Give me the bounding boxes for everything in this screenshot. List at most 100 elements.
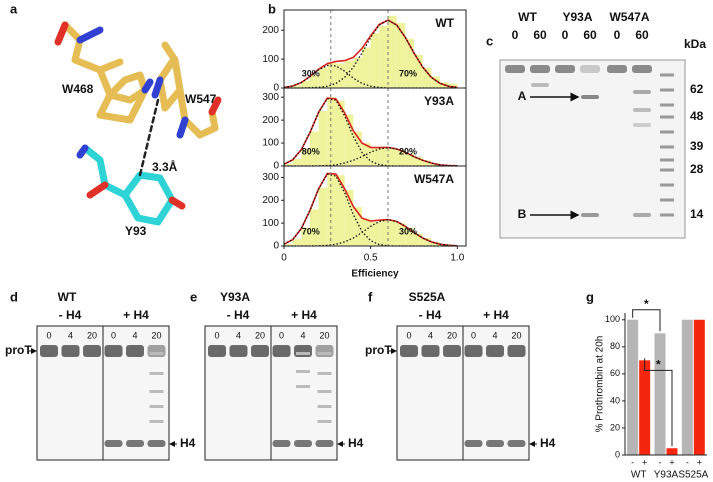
time-label: 0 (562, 28, 569, 42)
time-label: 0 (111, 330, 116, 340)
histogram-bar (284, 163, 293, 166)
histogram-bar (379, 25, 388, 88)
histogram-bar (301, 227, 310, 246)
time-label: 0 (46, 330, 51, 340)
gel-band (317, 372, 332, 375)
time-label: 0 (614, 28, 621, 42)
histogram-bar (422, 238, 432, 246)
gel-band (317, 420, 332, 423)
marker-label: 62 (690, 82, 704, 96)
ladder-band (660, 115, 674, 119)
time-label: 0 (214, 330, 219, 340)
gel (499, 59, 686, 239)
ladder-band (660, 73, 674, 77)
panel-label: f (368, 289, 373, 304)
x-tick-label: 1.0 (450, 253, 464, 264)
gel-band (147, 345, 166, 357)
time-label: 4 (236, 330, 241, 340)
gel-band (296, 352, 310, 355)
histogram-bar (353, 57, 362, 88)
gel-band (581, 95, 599, 99)
gel-band (607, 65, 627, 73)
gel-band (315, 440, 334, 447)
time-label: 20 (511, 330, 521, 340)
gel-title: WT (58, 290, 77, 304)
lane-label: WT (518, 10, 537, 24)
histogram-bar (388, 220, 397, 246)
histogram-bar (396, 23, 406, 88)
gel-band (149, 352, 164, 355)
time-label: 0 (406, 330, 411, 340)
histogram-bar (336, 175, 345, 246)
group-label: + H4 (291, 308, 317, 322)
x-tick-label: WT (631, 470, 647, 481)
y-axis-label: % Prothrombin at 20h (595, 336, 606, 433)
histogram-bar (414, 156, 423, 166)
gel-band (126, 440, 144, 447)
histogram-bar (327, 97, 336, 166)
gel-band (294, 440, 312, 447)
gel-band (149, 372, 164, 375)
gel-band (421, 345, 440, 357)
percent-label: 70% (399, 68, 417, 78)
gel-band (507, 440, 526, 447)
gel-band (633, 108, 651, 112)
histogram-bar (310, 209, 319, 246)
gel-title: Y93A (220, 290, 250, 304)
time-label: 20 (447, 330, 457, 340)
histogram-bar (353, 207, 362, 246)
marker-label: 39 (690, 139, 704, 153)
ladder-band (660, 183, 674, 187)
time-label: 4 (492, 330, 497, 340)
gel-band (296, 385, 310, 388)
histogram-bar (370, 147, 380, 166)
gel-band (208, 345, 226, 357)
subplot-title: WT (435, 16, 454, 30)
percent-label: 70% (302, 226, 320, 236)
gel-band (505, 65, 525, 73)
histogram-bar (344, 114, 354, 166)
histogram-bar (284, 244, 293, 246)
axis (624, 313, 707, 456)
histogram-bar (318, 67, 328, 88)
band-label: B (518, 207, 527, 221)
x-axis-label: Efficiency (351, 269, 399, 280)
subcategory-label: - (686, 457, 689, 467)
bar (654, 333, 666, 455)
y-tick-label: 100 (605, 314, 620, 324)
time-label: 60 (533, 28, 547, 42)
y-tick-label: 0 (273, 241, 279, 252)
gel-title: S525A (409, 290, 446, 304)
ladder-band (660, 168, 674, 172)
plot-frame (283, 165, 467, 247)
unit-label: kDa (684, 37, 706, 51)
x-tick-label: 0 (281, 253, 287, 264)
histogram-bar (292, 85, 302, 88)
histogram-bar (301, 80, 310, 88)
histogram-bar (379, 146, 388, 166)
group-label: - H4 (419, 308, 442, 322)
lane-label: W547A (609, 10, 649, 24)
gel-band (632, 65, 652, 73)
panel-label: c (486, 33, 493, 48)
time-label: 60 (583, 28, 597, 42)
fit-curve (283, 97, 458, 167)
gel-band (294, 345, 312, 357)
fit-curve (283, 172, 458, 247)
lane-label: Y93A (562, 10, 592, 24)
gel-band (315, 345, 334, 357)
histogram-bar (405, 153, 414, 166)
y-tick-label: 80 (610, 341, 620, 351)
bar (627, 319, 639, 455)
panel-label: g (586, 289, 594, 304)
histogram-bar (336, 63, 345, 88)
histogram-bar (344, 190, 354, 246)
y-tick-label: 0 (273, 83, 279, 94)
group-label: - H4 (227, 308, 250, 322)
gel-band (296, 370, 310, 373)
band-name: proT (365, 343, 392, 357)
time-label: 60 (635, 28, 649, 42)
panel-label: e (190, 289, 197, 304)
bar (681, 319, 693, 455)
group-label: + H4 (483, 308, 509, 322)
